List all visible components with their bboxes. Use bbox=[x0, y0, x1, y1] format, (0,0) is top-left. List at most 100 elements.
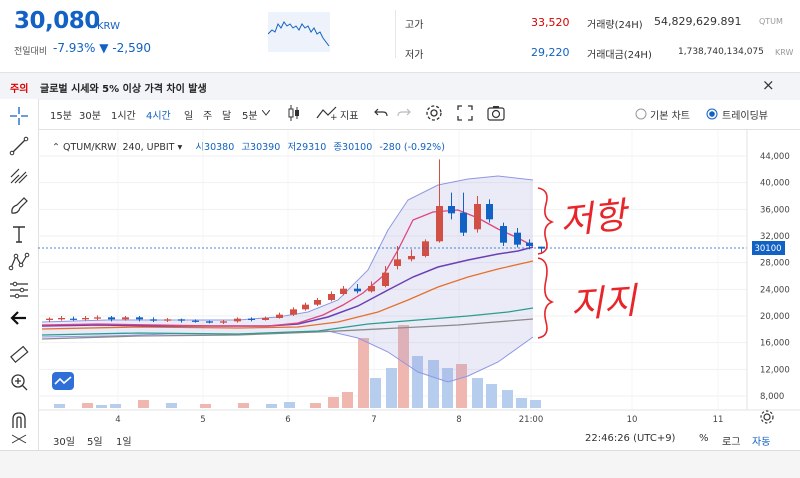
arrow-left-icon[interactable] bbox=[8, 307, 30, 329]
interval-15m[interactable]: 15분 bbox=[50, 111, 72, 122]
candle-body bbox=[82, 318, 89, 320]
ruler-icon[interactable] bbox=[8, 343, 30, 365]
camera-icon[interactable] bbox=[487, 105, 505, 121]
pattern-icon[interactable] bbox=[8, 251, 30, 273]
volume-bar bbox=[530, 400, 541, 408]
volume-bar bbox=[54, 404, 65, 408]
price-tick-label: 44,000 bbox=[760, 152, 790, 162]
candle bbox=[394, 246, 401, 270]
support-annotation: 지지 bbox=[569, 281, 641, 327]
header-divider bbox=[395, 10, 396, 58]
candle-body bbox=[448, 206, 455, 214]
volume-bar bbox=[456, 364, 467, 408]
gear-icon[interactable] bbox=[425, 104, 443, 122]
crosshair-icon[interactable] bbox=[8, 105, 30, 127]
zoom-in-icon[interactable] bbox=[8, 371, 30, 393]
candle-body bbox=[500, 226, 507, 243]
auto-toggle[interactable]: 자동 bbox=[752, 437, 771, 448]
candle-body bbox=[164, 319, 171, 321]
clock-time: 22:46:26 (UTC+9) bbox=[585, 433, 676, 444]
volume-bar bbox=[502, 390, 513, 408]
lock-drawing-icon[interactable] bbox=[8, 433, 30, 455]
low-label: 저가 bbox=[405, 50, 424, 61]
percent-toggle[interactable]: % bbox=[699, 433, 709, 444]
close-icon[interactable]: × bbox=[762, 76, 775, 94]
indicator-icon[interactable]: + bbox=[316, 105, 338, 121]
volume-bar bbox=[370, 378, 381, 408]
support-bracket bbox=[537, 257, 555, 339]
redo-icon[interactable] bbox=[397, 107, 411, 119]
price-tick-label: 32,000 bbox=[760, 232, 790, 242]
brush-icon[interactable] bbox=[8, 195, 30, 217]
basic-chart-label[interactable]: 기본 차트 bbox=[650, 111, 690, 122]
amount-value: 1,738,740,134,075 bbox=[678, 47, 764, 57]
volume-bar bbox=[238, 403, 249, 408]
candle-body bbox=[328, 294, 335, 300]
candle bbox=[150, 317, 157, 322]
ma-pink bbox=[41, 209, 534, 327]
indicator-label[interactable]: 지표 bbox=[340, 111, 359, 122]
candle bbox=[220, 320, 227, 324]
high-value: 33,520 bbox=[531, 16, 570, 29]
volume-bar bbox=[472, 378, 483, 408]
candle-body bbox=[290, 309, 297, 315]
volume-bar bbox=[412, 356, 423, 408]
candle-body bbox=[514, 232, 521, 245]
interval-week[interactable]: 주 bbox=[203, 111, 213, 122]
resistance-bracket bbox=[537, 187, 555, 255]
prediction-icon[interactable] bbox=[8, 279, 30, 301]
log-toggle[interactable]: 로그 bbox=[722, 437, 741, 448]
last-price-tag bbox=[752, 241, 785, 255]
candle bbox=[436, 159, 443, 243]
amount-label: 거래대금(24H) bbox=[587, 50, 652, 61]
volume-bar bbox=[310, 403, 321, 408]
basic-chart-radio[interactable] bbox=[635, 108, 647, 120]
interval-30m[interactable]: 30분 bbox=[79, 111, 101, 122]
candle bbox=[368, 281, 375, 293]
text-tool-icon[interactable] bbox=[8, 223, 30, 245]
candle bbox=[234, 317, 241, 323]
candle-body bbox=[46, 318, 53, 320]
range-1d[interactable]: 1일 bbox=[116, 437, 132, 448]
high-label: 고가 bbox=[405, 20, 424, 31]
pitchfork-icon[interactable] bbox=[8, 165, 30, 187]
candle-body bbox=[394, 259, 401, 266]
interval-day[interactable]: 일 bbox=[184, 111, 194, 122]
interval-4h[interactable]: 4시간 bbox=[146, 111, 171, 122]
chevron-down-icon[interactable] bbox=[262, 110, 270, 116]
change-value: -7.93% ▼ -2,590 bbox=[53, 41, 151, 55]
candle bbox=[290, 307, 297, 316]
range-5d[interactable]: 5일 bbox=[87, 437, 103, 448]
candlestick-chart[interactable]: 44,000 40,000 36,000 32,000 28,000 24,000 20,0… bbox=[38, 130, 800, 430]
candle-body bbox=[340, 288, 347, 294]
magnet-icon[interactable] bbox=[8, 409, 30, 431]
fullscreen-icon[interactable] bbox=[457, 105, 473, 121]
price-axis: 44,000 40,000 36,000 32,000 28,000 24,000 20,0… bbox=[760, 152, 790, 402]
price-tick-label: 16,000 bbox=[760, 339, 790, 349]
time-axis: 4 5 6 7 8 21:00 10 11 bbox=[115, 415, 723, 425]
candle-body bbox=[192, 320, 199, 322]
candle-body bbox=[122, 317, 129, 320]
interval-5m[interactable]: 5분 bbox=[242, 111, 258, 122]
undo-icon[interactable] bbox=[374, 107, 388, 119]
volume-bar bbox=[328, 397, 339, 408]
collapse-icon[interactable]: ⌃ bbox=[52, 142, 60, 153]
candle-type-icon[interactable] bbox=[287, 104, 301, 122]
interval-1h[interactable]: 1시간 bbox=[111, 111, 136, 122]
volume-bar bbox=[284, 402, 295, 408]
interval-month[interactable]: 달 bbox=[222, 111, 232, 122]
volume-bar bbox=[138, 400, 149, 408]
candle bbox=[314, 298, 321, 306]
candle-body bbox=[436, 206, 443, 242]
volume-bar bbox=[82, 403, 93, 408]
range-30d[interactable]: 30일 bbox=[53, 437, 75, 448]
time-tick-label: 7 bbox=[371, 415, 376, 425]
price-tick-label: 40,000 bbox=[760, 179, 790, 189]
candle bbox=[354, 284, 361, 294]
tradingview-radio[interactable] bbox=[706, 108, 718, 120]
symbol-selector[interactable]: QTUM/KRW, 240, UPBIT ▾ bbox=[63, 142, 183, 153]
trend-line-icon[interactable] bbox=[8, 135, 30, 157]
amount-unit: KRW bbox=[775, 48, 794, 57]
tradingview-label[interactable]: 트레이딩뷰 bbox=[722, 111, 768, 122]
price-tick-label: 28,000 bbox=[760, 259, 790, 269]
